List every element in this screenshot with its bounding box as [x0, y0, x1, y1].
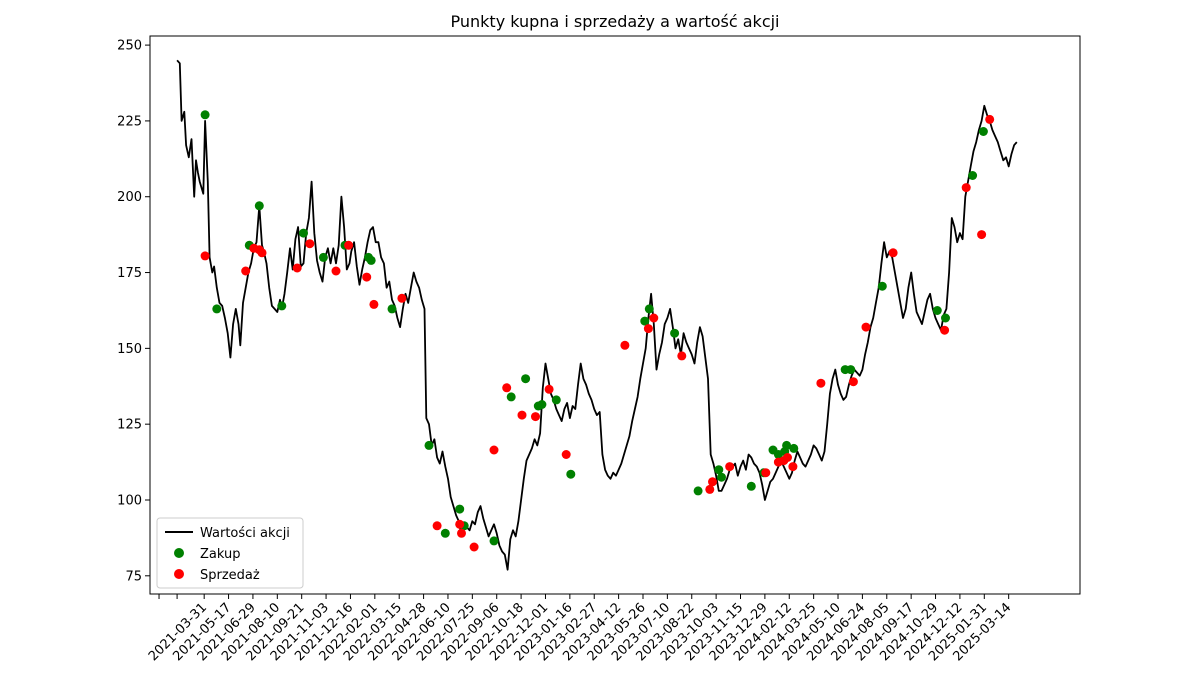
sell-point — [816, 378, 826, 388]
sell-point — [544, 384, 554, 394]
buy-point — [877, 281, 887, 291]
y-tick-label: 250 — [117, 39, 142, 54]
sell-point — [985, 114, 995, 124]
sell-point — [517, 410, 527, 420]
sell-point — [531, 412, 540, 422]
buy-point — [506, 392, 516, 402]
sell-point — [257, 248, 267, 258]
y-tick-label: 125 — [117, 418, 142, 433]
buy-point — [693, 486, 703, 496]
sell-point — [292, 263, 302, 273]
buy-point — [366, 255, 376, 265]
buy-point — [455, 504, 465, 514]
legend-sell-swatch — [174, 569, 184, 579]
buy-point — [717, 472, 726, 482]
sell-point — [620, 340, 630, 350]
legend-label-sell: Sprzedaż — [200, 568, 260, 583]
y-tick-label: 100 — [117, 493, 142, 508]
buy-point — [746, 481, 756, 491]
sell-point — [888, 248, 898, 258]
sell-point — [861, 322, 871, 332]
sell-point — [677, 351, 687, 361]
buy-point — [489, 536, 499, 546]
sell-point — [705, 484, 715, 494]
buy-point — [254, 201, 264, 211]
legend: Wartości akcji Zakup Sprzedaż — [156, 517, 304, 589]
buy-point — [212, 304, 222, 314]
sell-point — [397, 293, 407, 303]
buy-point — [387, 304, 397, 314]
buy-point — [440, 528, 450, 538]
buy-point — [277, 301, 287, 311]
chart-title: Punkty kupna i sprzedaży a wartość akcji — [451, 12, 780, 31]
y-tick-label: 75 — [125, 569, 142, 584]
buy-point — [551, 395, 561, 405]
buy-point — [566, 469, 576, 479]
sell-point — [502, 383, 512, 393]
sell-point — [643, 324, 653, 334]
buy-point — [670, 328, 680, 338]
price-line — [176, 59, 1018, 571]
buy-point — [299, 228, 308, 238]
sell-point — [241, 266, 251, 276]
legend-buy-swatch — [174, 548, 184, 558]
y-tick-label: 200 — [117, 190, 142, 205]
sell-point — [331, 266, 341, 276]
buy-point — [200, 110, 210, 120]
y-axis: 75 100 125 150 175 200 225 250 — [117, 39, 150, 584]
sell-points — [200, 114, 995, 552]
buy-point — [846, 365, 856, 375]
y-tick-label: 175 — [117, 266, 142, 281]
buy-points — [200, 110, 988, 546]
buy-point — [424, 440, 434, 450]
y-tick-label: 225 — [117, 114, 142, 129]
buy-point — [640, 316, 650, 326]
buy-point — [932, 306, 942, 315]
sell-point — [761, 468, 771, 478]
sell-point — [649, 313, 659, 323]
buy-point — [968, 171, 978, 180]
sell-point — [369, 299, 379, 309]
sell-point — [783, 453, 792, 462]
sell-point — [362, 272, 372, 282]
sell-point — [977, 230, 987, 240]
sell-point — [344, 240, 354, 250]
sell-point — [432, 521, 442, 531]
buy-point — [789, 443, 799, 453]
sell-point — [940, 325, 950, 335]
sell-point — [708, 477, 717, 487]
sell-point — [848, 377, 858, 387]
line-layer — [176, 59, 1018, 571]
buy-point — [978, 127, 988, 136]
sell-point — [469, 542, 479, 552]
sell-point — [457, 528, 466, 538]
buy-point — [537, 400, 547, 409]
sell-point — [961, 183, 971, 193]
sell-point — [561, 450, 571, 459]
legend-label-buy: Zakup — [200, 547, 241, 562]
sell-point — [200, 251, 210, 261]
sell-point — [725, 462, 735, 472]
plot-area: 75 100 125 150 175 200 225 250 2021-03-312021-0… — [117, 35, 1081, 664]
x-axis: 2021-03-312021-05-172021-06-292021-08-10… — [146, 594, 1014, 664]
buy-point — [644, 304, 654, 314]
buy-point — [318, 252, 328, 262]
buy-point — [521, 374, 531, 384]
sell-point — [489, 445, 499, 455]
sell-point — [305, 239, 315, 249]
plot-frame — [149, 35, 1081, 595]
buy-point — [782, 440, 792, 450]
buy-point — [714, 465, 724, 475]
sell-point — [455, 519, 465, 529]
buy-point — [941, 313, 950, 323]
legend-box — [156, 517, 304, 589]
sell-point — [788, 462, 798, 472]
legend-label-line: Wartości akcji — [200, 526, 290, 541]
y-tick-label: 150 — [117, 342, 142, 357]
